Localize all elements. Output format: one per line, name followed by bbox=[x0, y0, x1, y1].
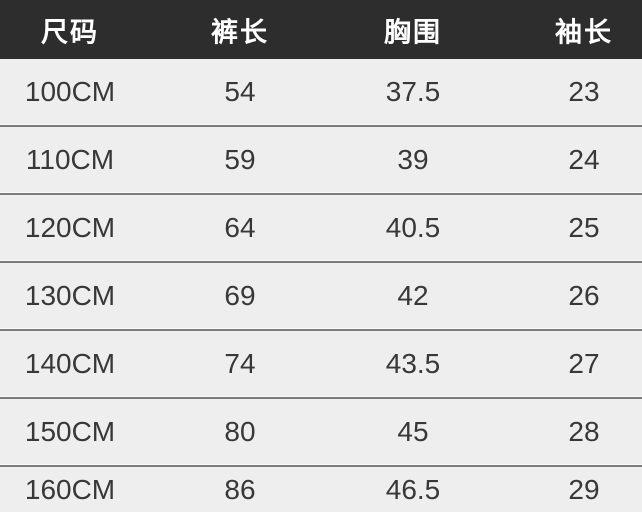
cell-pants-length: 80 bbox=[224, 415, 256, 447]
header-cell-pants-length: 裤长 bbox=[211, 17, 269, 47]
table-row: 130CM 69 42 26 bbox=[0, 263, 642, 328]
cell-pants-length: 86 bbox=[224, 473, 256, 505]
cell-pants-length: 64 bbox=[224, 211, 256, 243]
cell-size: 120CM bbox=[24, 211, 116, 243]
row-divider bbox=[0, 396, 642, 399]
table-row: 110CM 59 39 24 bbox=[0, 127, 642, 192]
cell-sleeve-length: 29 bbox=[568, 473, 600, 505]
table-row: 150CM 80 45 28 bbox=[0, 399, 642, 464]
table-row: 120CM 64 40.5 25 bbox=[0, 195, 642, 260]
row-divider bbox=[0, 124, 642, 127]
header-cell-sleeve-length: 袖长 bbox=[555, 17, 613, 47]
cell-sleeve-length: 27 bbox=[568, 347, 600, 379]
table-row: 100CM 54 37.5 23 bbox=[0, 59, 642, 124]
table-header-row: 尺码 裤长 胸围 袖长 bbox=[0, 0, 642, 59]
table-row: 140CM 74 43.5 27 bbox=[0, 331, 642, 396]
cell-chest: 37.5 bbox=[385, 75, 441, 107]
cell-size: 100CM bbox=[24, 75, 116, 107]
cell-chest: 43.5 bbox=[385, 347, 441, 379]
cell-size: 110CM bbox=[25, 143, 115, 175]
cell-chest: 42 bbox=[397, 279, 429, 311]
row-divider bbox=[0, 464, 642, 467]
cell-chest: 39 bbox=[397, 143, 429, 175]
cell-size: 130CM bbox=[24, 279, 116, 311]
header-cell-size: 尺码 bbox=[41, 17, 99, 47]
table-row: 160CM 86 46.5 29 bbox=[0, 467, 642, 512]
cell-sleeve-length: 26 bbox=[568, 279, 600, 311]
cell-size: 160CM bbox=[24, 473, 116, 505]
cell-chest: 40.5 bbox=[385, 211, 441, 243]
cell-chest: 45 bbox=[397, 415, 429, 447]
cell-size: 140CM bbox=[24, 347, 116, 379]
row-divider bbox=[0, 260, 642, 263]
cell-sleeve-length: 28 bbox=[568, 415, 600, 447]
cell-pants-length: 54 bbox=[224, 75, 256, 107]
header-cell-chest: 胸围 bbox=[384, 17, 442, 47]
cell-sleeve-length: 24 bbox=[568, 143, 600, 175]
cell-sleeve-length: 25 bbox=[568, 211, 600, 243]
row-divider bbox=[0, 192, 642, 195]
cell-pants-length: 59 bbox=[224, 143, 256, 175]
cell-chest: 46.5 bbox=[385, 473, 441, 505]
cell-pants-length: 69 bbox=[224, 279, 256, 311]
cell-pants-length: 74 bbox=[224, 347, 256, 379]
cell-size: 150CM bbox=[24, 415, 116, 447]
cell-sleeve-length: 23 bbox=[568, 75, 600, 107]
row-divider bbox=[0, 328, 642, 331]
